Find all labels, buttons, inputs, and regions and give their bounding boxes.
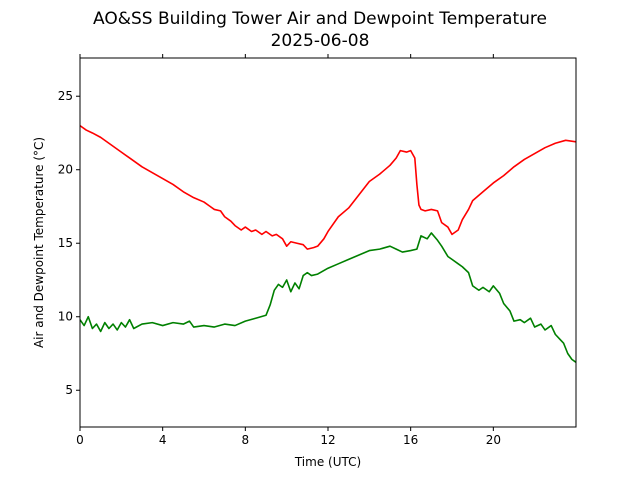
plot-frame — [79, 57, 577, 428]
x-tick-label: 4 — [159, 433, 167, 447]
air-temperature-line — [79, 124, 577, 250]
y-tick-label: 15 — [58, 236, 73, 250]
y-axis-label: Air and Dewpoint Temperature (°C) — [32, 137, 46, 348]
y-tick-label: 20 — [58, 163, 73, 177]
x-tick-label: 20 — [486, 433, 501, 447]
x-tick-label: 8 — [242, 433, 250, 447]
y-tick-label: 5 — [65, 383, 73, 397]
x-tick-label: 0 — [76, 433, 84, 447]
chart-title: AO&SS Building Tower Air and Dewpoint Te… — [93, 9, 547, 29]
x-axis-label: Time (UTC) — [294, 455, 361, 469]
dewpoint-temperature-line — [79, 232, 577, 363]
y-tick-label: 10 — [58, 310, 73, 324]
ticks-layer: 0 4 8 12 16 20 5 10 15 20 25 — [58, 54, 501, 447]
series-layer — [79, 124, 577, 363]
y-tick-label: 25 — [58, 89, 73, 103]
x-tick-label: 12 — [320, 433, 335, 447]
x-tick-label: 16 — [403, 433, 418, 447]
chart-subtitle: 2025-06-08 — [271, 31, 370, 51]
